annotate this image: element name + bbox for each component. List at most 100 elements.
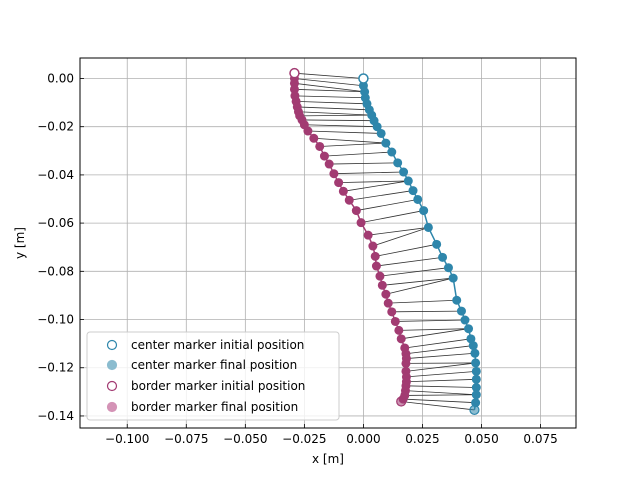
center-path-point bbox=[471, 383, 481, 393]
border-path-point bbox=[289, 84, 299, 94]
y-tick-label: −0.02 bbox=[37, 120, 74, 134]
x-tick-label: 0.075 bbox=[523, 432, 557, 446]
border-path-point bbox=[303, 126, 313, 136]
connector-line bbox=[360, 210, 424, 224]
border-path-point bbox=[368, 241, 378, 251]
connector-line bbox=[313, 137, 386, 144]
connector-line bbox=[294, 78, 364, 87]
center-path-point bbox=[448, 273, 458, 283]
connector-line bbox=[294, 95, 366, 99]
center-path-point bbox=[464, 324, 474, 334]
connector-line bbox=[391, 310, 462, 313]
x-tick-label: −0.050 bbox=[223, 432, 267, 446]
connector-line bbox=[406, 378, 477, 383]
connector-line bbox=[405, 385, 477, 388]
connector-line bbox=[356, 199, 418, 211]
connector-line bbox=[406, 370, 477, 378]
border-path-point bbox=[324, 159, 334, 169]
border-path-point bbox=[381, 289, 391, 299]
connector-line bbox=[294, 82, 365, 93]
center-path-point bbox=[471, 366, 481, 376]
center-path-point bbox=[432, 239, 442, 249]
border-path-point bbox=[319, 151, 329, 161]
legend: center marker initial position center ma… bbox=[86, 331, 340, 421]
legend-marker-border-final bbox=[106, 401, 118, 413]
center-path-point bbox=[381, 138, 391, 148]
connector-line bbox=[376, 256, 443, 267]
connector-line bbox=[349, 190, 414, 201]
connector-line bbox=[329, 162, 398, 165]
border-path-point bbox=[315, 141, 325, 151]
connector-line bbox=[405, 345, 474, 355]
connector-line bbox=[304, 124, 378, 128]
center-path-point bbox=[452, 295, 462, 305]
connector-line bbox=[405, 362, 476, 372]
border-path-point bbox=[356, 218, 366, 228]
y-tick-label: −0.04 bbox=[37, 168, 74, 182]
y-tick-label: 0.00 bbox=[47, 71, 74, 85]
legend-label-border-initial: border marker initial position bbox=[131, 379, 305, 393]
connector-line bbox=[388, 299, 457, 304]
y-tick-label: −0.08 bbox=[37, 264, 74, 278]
center-path-point bbox=[408, 186, 418, 196]
grid-layer bbox=[80, 58, 576, 428]
border-path-point bbox=[344, 195, 354, 205]
connector-line bbox=[404, 394, 477, 396]
border-path-initial-point bbox=[289, 67, 300, 79]
y-axis-label: y [m] bbox=[13, 227, 27, 259]
border-path-point bbox=[363, 230, 373, 240]
x-tick-label: −0.075 bbox=[164, 432, 208, 446]
center-path-initial-point bbox=[358, 73, 369, 84]
border-path-point bbox=[334, 178, 344, 188]
center-path-point bbox=[413, 194, 423, 204]
x-axis-label: x [m] bbox=[312, 452, 344, 466]
connector-line bbox=[372, 227, 429, 247]
connector-line bbox=[324, 151, 392, 157]
tick-layer: −0.100 −0.075 −0.050 −0.025 0.000 0.025 0.050 0… bbox=[37, 71, 558, 446]
y-tick-label: −0.06 bbox=[37, 216, 74, 230]
connector-line bbox=[404, 338, 471, 349]
connector-line bbox=[375, 243, 437, 257]
connector-line bbox=[406, 352, 475, 359]
connector-line bbox=[401, 328, 469, 340]
connector-layer bbox=[294, 72, 477, 411]
border-path-point bbox=[338, 186, 348, 196]
y-tick-label: −0.12 bbox=[37, 361, 74, 375]
border-path-point bbox=[387, 307, 397, 317]
border-path-point bbox=[329, 169, 339, 179]
connector-line bbox=[302, 119, 375, 122]
connector-line bbox=[398, 328, 469, 331]
center-path-point bbox=[456, 306, 466, 316]
legend-label-center-final: center marker final position bbox=[131, 358, 297, 372]
center-path-point bbox=[470, 348, 480, 358]
center-path-point bbox=[403, 176, 413, 186]
center-path-point bbox=[399, 167, 409, 177]
connector-line bbox=[294, 88, 365, 93]
center-path-point bbox=[372, 122, 382, 132]
border-path-point bbox=[351, 206, 361, 216]
y-tick-label: −0.10 bbox=[37, 313, 74, 327]
connector-line bbox=[319, 142, 386, 147]
series-layer bbox=[289, 67, 481, 416]
connector-line bbox=[343, 180, 409, 192]
center-path-point bbox=[438, 252, 448, 262]
connector-line bbox=[294, 72, 364, 79]
connector-line bbox=[405, 390, 477, 396]
x-tick-label: 0.025 bbox=[405, 432, 439, 446]
legend-marker-border-initial bbox=[106, 380, 118, 392]
border-path-point bbox=[394, 325, 404, 335]
x-tick-label: −0.100 bbox=[105, 432, 149, 446]
center-path-point bbox=[471, 390, 481, 400]
legend-box bbox=[86, 331, 340, 421]
connector-line bbox=[368, 227, 429, 236]
center-path-point bbox=[419, 206, 429, 216]
center-path-point bbox=[423, 222, 433, 232]
connector-line bbox=[333, 171, 404, 175]
connector-line bbox=[379, 267, 449, 277]
border-path-final-point bbox=[396, 396, 407, 407]
border-path-point bbox=[377, 280, 387, 290]
legend-marker-center-final bbox=[106, 359, 118, 371]
border-path-point bbox=[309, 133, 319, 143]
center-path-point bbox=[443, 263, 453, 273]
legend-label-border-final: border marker final position bbox=[131, 400, 298, 414]
